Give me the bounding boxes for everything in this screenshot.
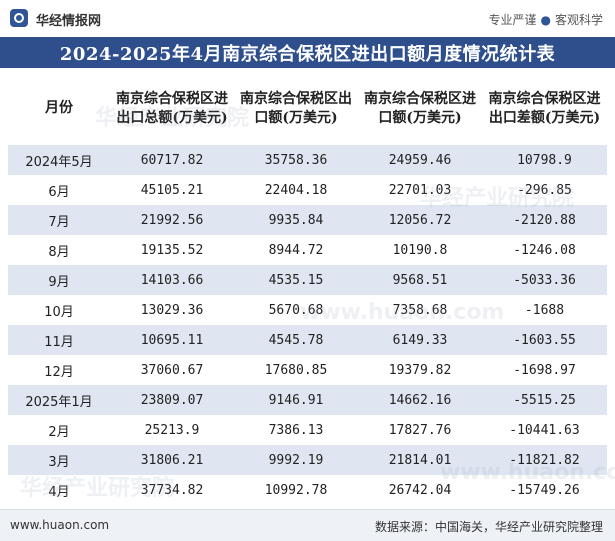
cell-import: 22701.03: [358, 175, 482, 205]
cell-export: 8944.72: [234, 235, 358, 265]
table-row: 6月 45105.21 22404.18 22701.03 -296.85: [8, 175, 607, 205]
cell-total: 60717.82: [110, 145, 234, 175]
cell-import: 19379.82: [358, 355, 482, 385]
cell-import: 17827.76: [358, 415, 482, 445]
cell-total: 10695.11: [110, 325, 234, 355]
cell-balance: -296.85: [482, 175, 607, 205]
table-row: 4月 37734.82 10992.78 26742.04 -15749.26: [8, 475, 607, 505]
cell-import: 26742.04: [358, 475, 482, 505]
header-import: 南京综合保税区进口额(万美元): [358, 72, 482, 145]
cell-export: 9935.84: [234, 205, 358, 235]
cell-total: 19135.52: [110, 235, 234, 265]
cell-balance: -5033.36: [482, 265, 607, 295]
huajing-logo-icon: [10, 9, 28, 27]
cell-import: 21814.01: [358, 445, 482, 475]
header-balance: 南京综合保税区进出口差额(万美元): [482, 72, 607, 145]
slogan: 专业严谨 ● 客观科学: [488, 11, 603, 28]
cell-export: 5670.68: [234, 295, 358, 325]
table-row: 11月 10695.11 4545.78 6149.33 -1603.55: [8, 325, 607, 355]
cell-total: 14103.66: [110, 265, 234, 295]
cell-import: 9568.51: [358, 265, 482, 295]
cell-month: 2月: [8, 415, 110, 445]
header-month: 月份: [8, 72, 110, 145]
cell-balance: 10798.9: [482, 145, 607, 175]
cell-import: 10190.8: [358, 235, 482, 265]
header-total: 南京综合保税区进出口总额(万美元): [110, 72, 234, 145]
cell-export: 4535.15: [234, 265, 358, 295]
cell-month: 3月: [8, 445, 110, 475]
cell-balance: -11821.82: [482, 445, 607, 475]
slogan-right: 客观科学: [554, 13, 603, 27]
cell-month: 10月: [8, 295, 110, 325]
cell-total: 13029.36: [110, 295, 234, 325]
table-row: 2025年1月 23809.07 9146.91 14662.16 -5515.25: [8, 385, 607, 415]
cell-export: 7386.13: [234, 415, 358, 445]
table-row: 7月 21992.56 9935.84 12056.72 -2120.88: [8, 205, 607, 235]
cell-balance: -1246.08: [482, 235, 607, 265]
footer-url: www.huaon.com: [10, 518, 110, 532]
cell-import: 24959.46: [358, 145, 482, 175]
table-row: 8月 19135.52 8944.72 10190.8 -1246.08: [8, 235, 607, 265]
cell-export: 35758.36: [234, 145, 358, 175]
cell-export: 22404.18: [234, 175, 358, 205]
cell-month: 9月: [8, 265, 110, 295]
cell-balance: -2120.88: [482, 205, 607, 235]
table-row: 2024年5月 60717.82 35758.36 24959.46 10798.9: [8, 145, 607, 175]
cell-export: 4545.78: [234, 325, 358, 355]
cell-balance: -1698.97: [482, 355, 607, 385]
cell-total: 23809.07: [110, 385, 234, 415]
cell-export: 10992.78: [234, 475, 358, 505]
cell-balance: -1603.55: [482, 325, 607, 355]
cell-month: 8月: [8, 235, 110, 265]
cell-month: 6月: [8, 175, 110, 205]
cell-month: 11月: [8, 325, 110, 355]
cell-balance: -5515.25: [482, 385, 607, 415]
cell-total: 31806.21: [110, 445, 234, 475]
cell-balance: -10441.63: [482, 415, 607, 445]
header-export: 南京综合保税区出口额(万美元): [234, 72, 358, 145]
cell-total: 21992.56: [110, 205, 234, 235]
table-row: 2月 25213.9 7386.13 17827.76 -10441.63: [8, 415, 607, 445]
cell-import: 7358.68: [358, 295, 482, 325]
cell-total: 25213.9: [110, 415, 234, 445]
table-row: 12月 37060.67 17680.85 19379.82 -1698.97: [8, 355, 607, 385]
cell-import: 6149.33: [358, 325, 482, 355]
cell-export: 9146.91: [234, 385, 358, 415]
footer-source: 数据来源：中国海关，华经产业研究院整理: [374, 520, 603, 534]
cell-month: 12月: [8, 355, 110, 385]
cell-month: 2025年1月: [8, 385, 110, 415]
title-bar: 2024-2025年4月南京综合保税区进出口额月度情况统计表: [0, 37, 615, 68]
table-row: 10月 13029.36 5670.68 7358.68 -1688: [8, 295, 607, 325]
page-title: 2024-2025年4月南京综合保税区进出口额月度情况统计表: [59, 43, 556, 65]
table-body: 2024年5月 60717.82 35758.36 24959.46 10798.9 6月…: [8, 145, 607, 505]
cell-balance: -15749.26: [482, 475, 607, 505]
brand-name: 华经情报网: [36, 14, 102, 29]
cell-total: 37734.82: [110, 475, 234, 505]
data-table: 月份 南京综合保税区进出口总额(万美元) 南京综合保税区出口额(万美元) 南京综…: [8, 72, 607, 505]
cell-month: 4月: [8, 475, 110, 505]
cell-import: 12056.72: [358, 205, 482, 235]
cell-month: 7月: [8, 205, 110, 235]
cell-export: 17680.85: [234, 355, 358, 385]
footer: www.huaon.com 数据来源：中国海关，华经产业研究院整理: [0, 509, 615, 541]
cell-import: 14662.16: [358, 385, 482, 415]
table-header-row: 月份 南京综合保税区进出口总额(万美元) 南京综合保税区出口额(万美元) 南京综…: [8, 72, 607, 145]
cell-total: 37060.67: [110, 355, 234, 385]
slogan-separator: ●: [540, 13, 551, 27]
table-row: 3月 31806.21 9992.19 21814.01 -11821.82: [8, 445, 607, 475]
slogan-left: 专业严谨: [488, 13, 537, 27]
table-row: 9月 14103.66 4535.15 9568.51 -5033.36: [8, 265, 607, 295]
cell-month: 2024年5月: [8, 145, 110, 175]
cell-balance: -1688: [482, 295, 607, 325]
cell-export: 9992.19: [234, 445, 358, 475]
cell-total: 45105.21: [110, 175, 234, 205]
top-bar: 华经情报网 专业严谨 ● 客观科学: [0, 0, 615, 38]
